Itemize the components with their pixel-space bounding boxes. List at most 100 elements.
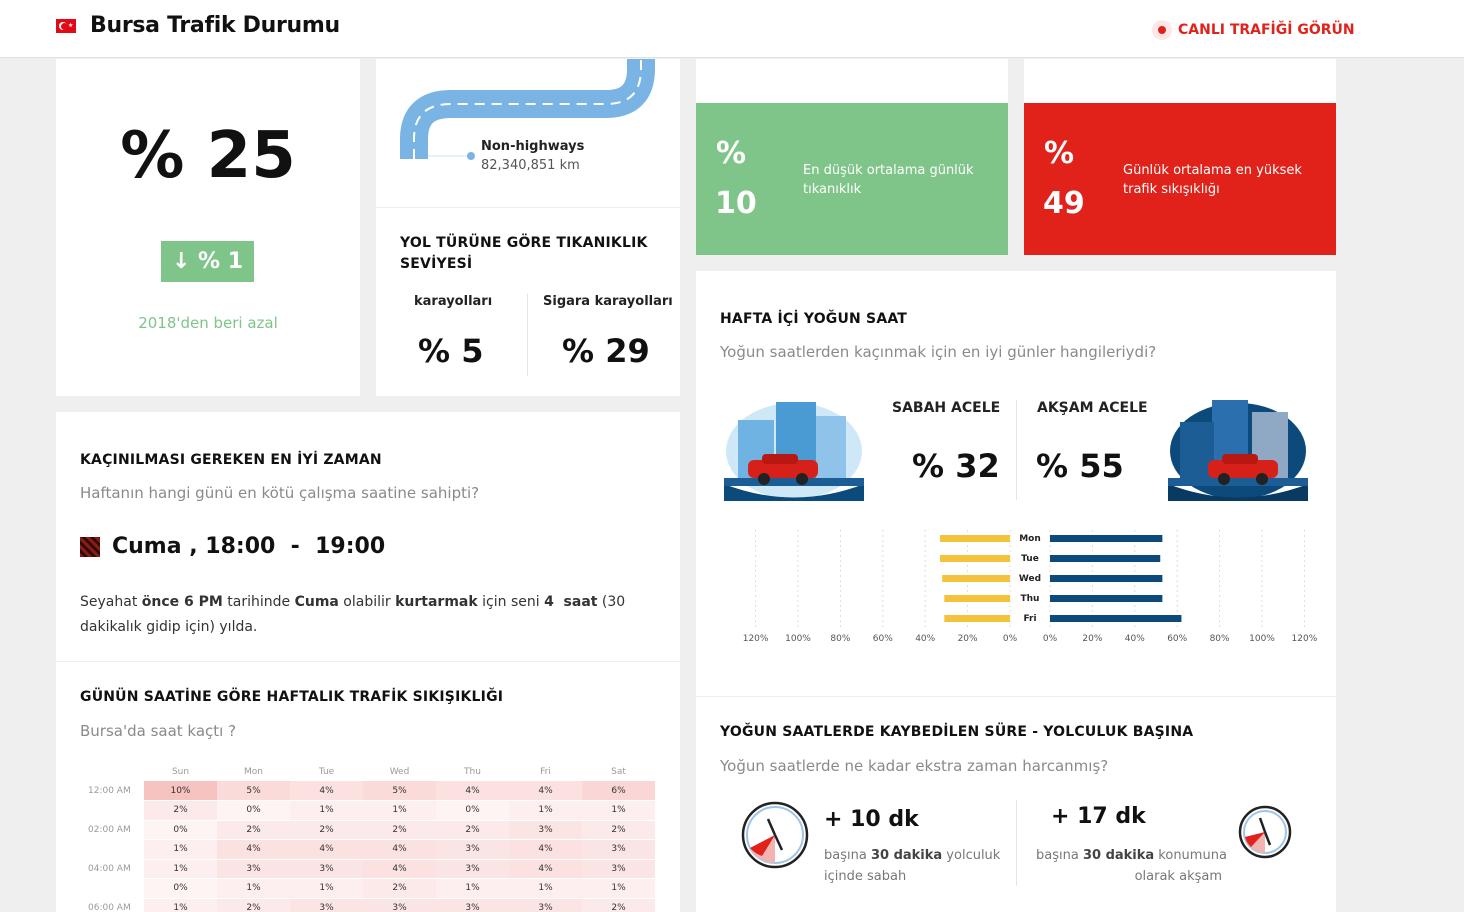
turkey-flag-icon: ★ <box>56 19 76 33</box>
heat-day-header: Sat <box>611 767 626 777</box>
evening-lost-text: başına 30 dakika konumuna olarak akşam <box>1036 848 1227 884</box>
heat-cell: 2% <box>144 800 217 821</box>
heat-cell: 1% <box>582 878 655 899</box>
evening-bar <box>1050 555 1161 562</box>
chart-tick-label: 0% <box>1043 634 1058 644</box>
highest-congestion-card: % 49 Günlük ortalama en yüksek trafik sı… <box>1024 103 1336 255</box>
heat-cell: 1% <box>290 878 363 899</box>
chart-tick-label: 80% <box>1210 634 1230 644</box>
congestion-value: % 25 <box>120 119 296 193</box>
evening-lost-value: + 17 dk <box>1051 804 1146 829</box>
heat-cell: 3% <box>436 839 509 860</box>
heat-row: 04:00 AM 1% 3% 3% 4% 3% 4% 3% <box>80 859 655 879</box>
chart-tick-label: 40% <box>915 634 935 644</box>
road-distance: 82,340,851 km <box>481 158 580 173</box>
non-highway-label: Sigara karayolları <box>543 294 673 309</box>
top-strip-left <box>696 59 1008 103</box>
heat-cell: 2% <box>290 820 363 840</box>
lost-time-divider <box>1016 800 1017 886</box>
chart-tick-label: 80% <box>830 634 850 644</box>
heat-cell: 1% <box>509 800 582 821</box>
live-traffic-label: CANLI TRAFİĞİ GÖRÜN <box>1178 22 1355 38</box>
heat-row: 06:00 AM 1% 2% 3% 3% 3% 3% 2% <box>80 898 655 912</box>
road-type-card: YOL TÜRÜNE GÖRE TIKANIKLIK SEVİYESİ kara… <box>376 208 680 396</box>
heat-cell: 2% <box>582 820 655 840</box>
heat-cell: 4% <box>217 839 290 860</box>
top-strip-right <box>1024 59 1336 103</box>
heat-cell: 4% <box>290 839 363 860</box>
column-divider <box>527 294 528 376</box>
heat-row: 12:00 AM 10% 5% 4% 5% 4% 4% 6% <box>80 781 655 801</box>
heat-cell: 1% <box>290 800 363 821</box>
heat-cell: 10% <box>144 781 217 801</box>
heat-cell: 0% <box>217 800 290 821</box>
morning-bar <box>940 555 1010 562</box>
weekly-subtitle: Bursa'da saat kaçtı ? <box>80 722 237 740</box>
lost-time-title: YOĞUN SAATLERDE KAYBEDİLEN SÜRE - YOLCUL… <box>720 724 1194 740</box>
lowest-pct-sign: % <box>716 136 747 171</box>
heat-cell: 4% <box>363 859 436 879</box>
heat-time-label: 02:00 AM <box>80 820 144 840</box>
lowest-text: En düşük ortalama günlük tıkanıklık <box>803 163 974 197</box>
heat-cell: 3% <box>436 898 509 912</box>
heat-cell: 1% <box>436 878 509 899</box>
evening-rush-value: % 55 <box>1036 447 1124 485</box>
heat-cell: 3% <box>509 820 582 840</box>
morning-bar <box>942 575 1010 582</box>
worst-time: Cuma , 18:00 - 19:00 <box>112 534 386 559</box>
evening-bar <box>1050 535 1163 542</box>
chart-day-label: Tue <box>1021 554 1039 564</box>
morning-bar <box>944 595 1010 602</box>
heat-day-header: Sun <box>171 767 190 777</box>
heat-day-header: Tue <box>318 767 335 777</box>
morning-rush-label: SABAH ACELE <box>892 400 1001 416</box>
heat-cell: 0% <box>436 800 509 821</box>
chart-tick-label: 60% <box>1167 634 1187 644</box>
heat-cell: 4% <box>436 781 509 801</box>
morning-bar <box>944 615 1010 622</box>
rush-title: HAFTA İÇİ YOĞUN SAAT <box>720 311 908 327</box>
chart-tick-label: 100% <box>785 634 811 644</box>
road-type-label: Non-highways <box>481 139 585 154</box>
lowest-congestion-card: % 10 En düşük ortalama günlük tıkanıklık <box>696 103 1008 255</box>
evening-city-icon <box>1168 400 1308 501</box>
heat-cell: 2% <box>582 898 655 912</box>
heat-cell: 3% <box>290 859 363 879</box>
heat-cell: 2% <box>217 820 290 840</box>
chart-day-label: Fri <box>1023 614 1036 624</box>
live-traffic-button[interactable]: CANLI TRAFİĞİ GÖRÜN <box>1152 20 1355 40</box>
heat-cell: 4% <box>363 839 436 860</box>
weekly-title: GÜNÜN SAATİNE GÖRE HAFTALIK TRAFİK SIKIŞ… <box>80 689 504 705</box>
weekly-heat-table: Sun Mon Tue Wed Thu Fri Sat 12:00 AM 10% 5% 4% 5% 4… <box>80 763 655 912</box>
chart-tick-label: 20% <box>1082 634 1102 644</box>
heat-cell: 3% <box>290 898 363 912</box>
live-dot-icon <box>1152 20 1172 40</box>
heat-cell: 3% <box>436 859 509 879</box>
heat-cell: 3% <box>509 898 582 912</box>
heat-time-label <box>80 800 144 821</box>
highway-value: % 5 <box>418 332 484 370</box>
chart-tick-label: 100% <box>1249 634 1275 644</box>
heat-day-header: Mon <box>244 767 263 777</box>
heat-time-label <box>80 839 144 860</box>
heat-cell: 1% <box>144 839 217 860</box>
chart-tick-label: 60% <box>873 634 893 644</box>
evening-bar <box>1050 615 1182 622</box>
highest-pct-sign: % <box>1044 136 1075 171</box>
morning-bar <box>940 535 1010 542</box>
heat-cell: 4% <box>509 859 582 879</box>
congestion-note: 2018'den beri azal <box>138 314 278 332</box>
best-time-title: KAÇINILMASI GEREKEN EN İYİ ZAMAN <box>80 452 382 468</box>
road-illustration-icon <box>400 59 655 160</box>
top-header: ★ Bursa Trafik Durumu CANLI TRAFİĞİ GÖRÜ… <box>0 0 1464 58</box>
chart-tick-label: 120% <box>743 634 769 644</box>
heat-cell: 4% <box>290 781 363 801</box>
hatched-square-icon <box>80 537 100 557</box>
heat-cell: 3% <box>582 859 655 879</box>
non-highway-value: % 29 <box>562 332 650 370</box>
chart-day-label: Thu <box>1021 594 1040 604</box>
road-type-title: YOL TÜRÜNE GÖRE TIKANIKLIK SEVİYESİ <box>400 235 648 272</box>
lost-time-subtitle: Yoğun saatlerde ne kadar ekstra zaman ha… <box>720 757 1109 775</box>
heat-cell: 0% <box>144 820 217 840</box>
heat-cell: 5% <box>217 781 290 801</box>
